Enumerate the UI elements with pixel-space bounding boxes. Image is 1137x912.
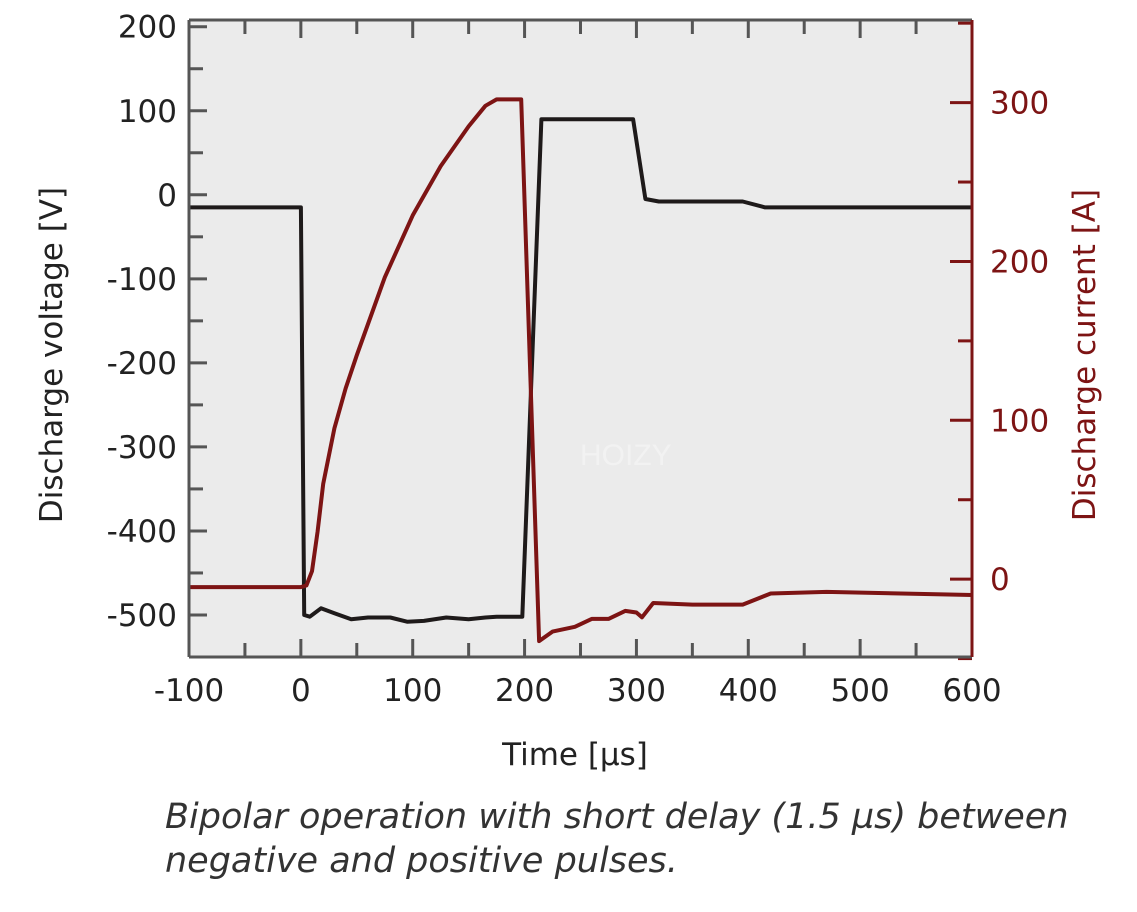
- x-tick-label: 300: [607, 673, 666, 709]
- current-series-line: [189, 97, 973, 644]
- x-axis-label: Time [µs]: [501, 737, 648, 773]
- y2-tick-label: 0: [990, 562, 1010, 598]
- y2-tick-label: 200: [990, 244, 1049, 280]
- voltage-series-line: [189, 117, 972, 624]
- y-tick-label: -100: [107, 262, 177, 298]
- x-tick-label: 500: [831, 673, 890, 709]
- x-tick-label: 0: [291, 673, 311, 709]
- y2-axis-label: Discharge current [A]: [1067, 189, 1103, 521]
- y-tick-label: 200: [118, 10, 177, 46]
- x-tick-label: 400: [719, 673, 778, 709]
- figure-caption: Bipolar operation with short delay (1.5 …: [165, 795, 1069, 883]
- y-tick-label: 0: [157, 178, 177, 214]
- caption-line-1: Bipolar operation with short delay (1.5 …: [165, 797, 1069, 837]
- y-tick-label: -200: [107, 346, 177, 382]
- y2-tick-label: 100: [990, 403, 1049, 439]
- x-tick-label: -100: [154, 673, 224, 709]
- y2-tick-label: 300: [990, 86, 1049, 122]
- y-tick-label: -500: [107, 598, 177, 634]
- y-tick-label: 100: [118, 94, 177, 130]
- caption-line-2: negative and positive pulses.: [165, 841, 678, 881]
- y-tick-label: -400: [107, 514, 177, 550]
- x-tick-label: 600: [942, 673, 1001, 709]
- chart: -100 0 100 200 300 400 500 600 -500 -400 -300 -200 -…: [34, 10, 1103, 773]
- x-tick-label: 100: [383, 673, 442, 709]
- watermark: HOIZY: [580, 439, 672, 472]
- y-tick-label: -300: [107, 430, 177, 466]
- x-tick-label: 200: [495, 673, 554, 709]
- plot-area: [189, 20, 972, 657]
- y-axis-label: Discharge voltage [V]: [34, 187, 70, 523]
